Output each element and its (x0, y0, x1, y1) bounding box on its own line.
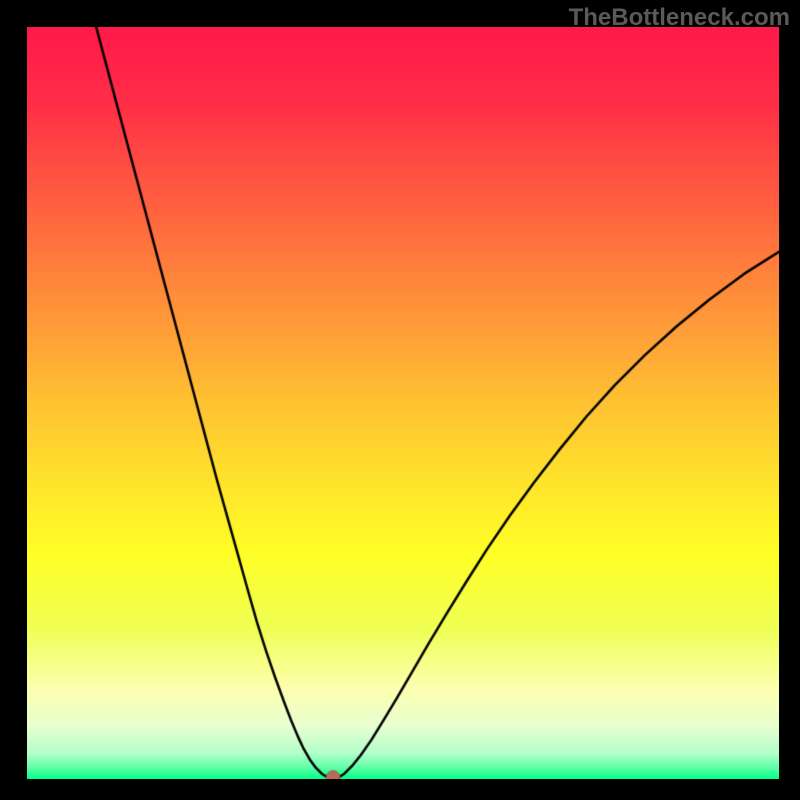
watermark-text: TheBottleneck.com (569, 4, 790, 32)
bottleneck-curve (27, 27, 779, 779)
plot-area (27, 27, 779, 779)
chart-container: TheBottleneck.com (0, 0, 800, 800)
